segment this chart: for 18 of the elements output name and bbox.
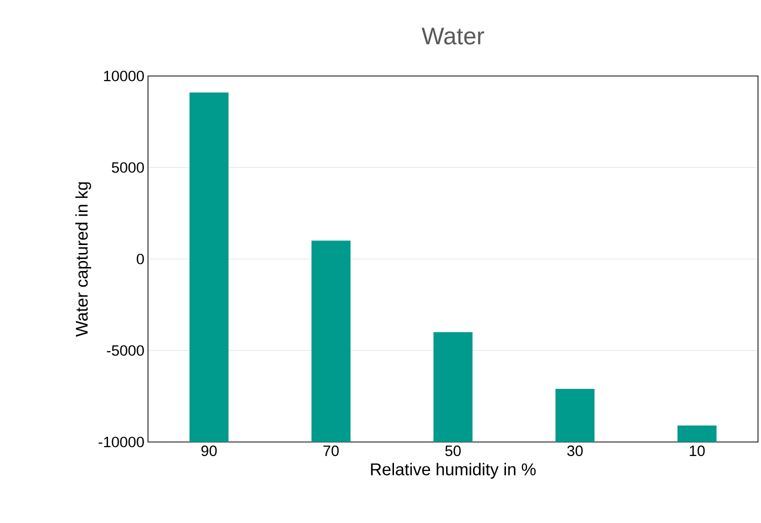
x-tick-label: 30 [567, 446, 583, 456]
y-axis-title: Water captured in kg [75, 182, 92, 337]
x-tick-label: 90 [201, 446, 217, 456]
y-tick-label: -5000 [106, 345, 144, 356]
y-tick-label: 10000 [104, 70, 144, 82]
bar [311, 240, 351, 442]
bar [189, 92, 229, 442]
bar [555, 388, 595, 442]
y-tick-label: 0 [136, 254, 144, 264]
chart-title: Water [422, 28, 484, 44]
bar [433, 332, 473, 442]
x-axis-title: Relative humidity in % [371, 462, 536, 479]
x-tick-label: 70 [323, 446, 339, 456]
bar [677, 426, 717, 442]
y-tick-label: -10000 [98, 436, 144, 448]
x-tick-label: 10 [690, 446, 705, 456]
y-tick-label: 5000 [112, 162, 144, 173]
x-tick-label: 50 [445, 446, 461, 456]
